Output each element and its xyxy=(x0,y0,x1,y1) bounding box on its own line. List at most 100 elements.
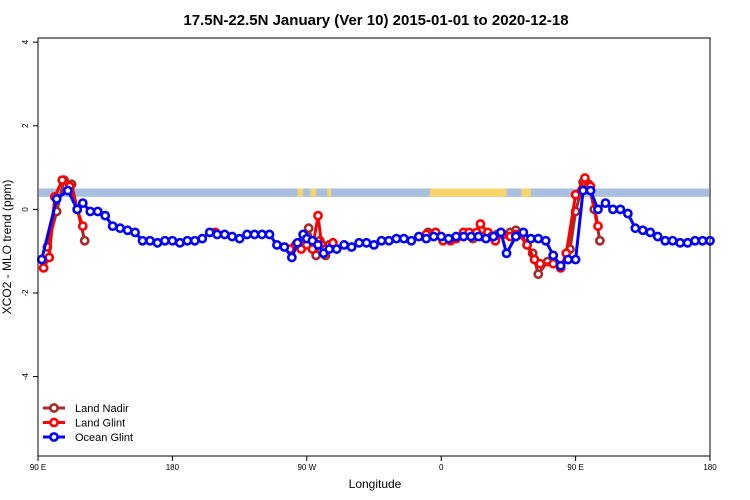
y-tick-label: 0 xyxy=(21,207,30,212)
data-point xyxy=(137,235,148,246)
data-point xyxy=(548,250,559,261)
land-segment xyxy=(327,188,332,197)
data-point xyxy=(540,235,551,246)
data-point xyxy=(376,235,387,246)
y-tick-label: -4 xyxy=(21,372,30,380)
data-point xyxy=(145,235,155,246)
data-point xyxy=(481,233,491,244)
data-point xyxy=(622,208,633,219)
data-point xyxy=(77,221,88,231)
land-segment xyxy=(297,188,304,197)
data-point xyxy=(212,229,223,240)
data-point xyxy=(421,233,432,244)
data-point xyxy=(167,235,178,246)
data-point xyxy=(406,235,417,246)
data-point xyxy=(361,237,372,248)
x-axis-label: Longitude xyxy=(349,477,402,491)
data-point xyxy=(570,254,581,265)
x-axis: 90 E 180 90 W 0 90 E 180 xyxy=(30,456,717,472)
data-point xyxy=(652,231,663,242)
data-point xyxy=(272,240,282,250)
data-point xyxy=(57,175,68,186)
x-tick-label: 0 xyxy=(439,463,444,472)
ocean-band xyxy=(39,188,709,197)
y-axis: 4 2 0 -2 -4 xyxy=(21,39,38,380)
data-point xyxy=(77,198,88,209)
data-point xyxy=(475,219,486,229)
data-point xyxy=(533,233,544,244)
legend-label: Ocean Glint xyxy=(75,432,133,444)
data-point xyxy=(533,269,544,280)
data-point xyxy=(249,229,260,240)
data-point xyxy=(219,229,230,240)
data-point xyxy=(100,210,111,221)
data-point xyxy=(286,252,297,263)
data-point xyxy=(160,235,170,246)
data-point xyxy=(313,240,323,250)
data-point xyxy=(660,235,671,246)
data-point xyxy=(593,204,603,215)
chart-title: 17.5N-22.5N January (Ver 10) 2015-01-01 … xyxy=(183,12,568,29)
data-point xyxy=(675,237,686,248)
data-point xyxy=(391,233,402,244)
data-point xyxy=(630,223,641,234)
data-point xyxy=(443,233,454,244)
data-point xyxy=(92,206,103,217)
data-point xyxy=(189,235,200,246)
data-point xyxy=(645,227,656,238)
x-tick-label: 90 E xyxy=(30,463,46,472)
data-point xyxy=(667,235,678,246)
data-point xyxy=(152,237,163,248)
data-point xyxy=(501,248,512,259)
surface-type-band xyxy=(39,188,709,197)
data-point xyxy=(600,198,611,209)
legend-item: Land Glint xyxy=(43,418,125,430)
data-point xyxy=(339,240,350,250)
y-tick-label: -2 xyxy=(21,289,30,297)
data-point xyxy=(107,221,118,231)
data-point xyxy=(115,223,126,234)
data-point xyxy=(346,242,357,252)
data-point xyxy=(36,254,47,265)
legend-marker xyxy=(49,417,59,428)
legend-label: Land Glint xyxy=(75,418,125,430)
legend: Land Nadir Land Glint Ocean Glint xyxy=(43,403,133,444)
data-point xyxy=(608,204,618,215)
data-point xyxy=(234,233,245,244)
y-axis-label: XCO2 - MLO trend (ppm) xyxy=(0,180,14,315)
data-point xyxy=(324,244,335,254)
data-point xyxy=(473,231,484,242)
data-point xyxy=(369,240,379,250)
data-point xyxy=(182,235,193,246)
y-tick-label: 4 xyxy=(21,39,30,44)
data-point xyxy=(518,227,529,238)
data-point xyxy=(51,194,62,204)
data-point xyxy=(510,231,521,242)
data-point xyxy=(122,225,133,236)
data-point xyxy=(303,223,314,234)
x-tick-label: 90 W xyxy=(297,463,316,472)
data-point xyxy=(458,231,469,242)
data-point xyxy=(637,225,648,236)
data-point xyxy=(62,185,73,196)
data-point xyxy=(204,227,215,238)
data-point xyxy=(174,237,185,248)
data-point xyxy=(242,229,252,240)
data-point xyxy=(682,237,693,248)
x-tick-label: 180 xyxy=(703,463,717,472)
data-point xyxy=(697,235,708,246)
data-point xyxy=(44,252,55,263)
data-point xyxy=(578,185,588,196)
data-point xyxy=(593,221,603,231)
data-point xyxy=(615,204,626,215)
legend-marker xyxy=(49,403,59,413)
data-point xyxy=(313,210,323,221)
data-point xyxy=(72,204,83,215)
data-point xyxy=(585,185,596,196)
data-point xyxy=(428,231,439,242)
data-point xyxy=(488,231,499,242)
data-point xyxy=(264,229,275,240)
legend-marker xyxy=(49,432,59,442)
data-point xyxy=(384,235,394,246)
data-point xyxy=(85,206,96,217)
